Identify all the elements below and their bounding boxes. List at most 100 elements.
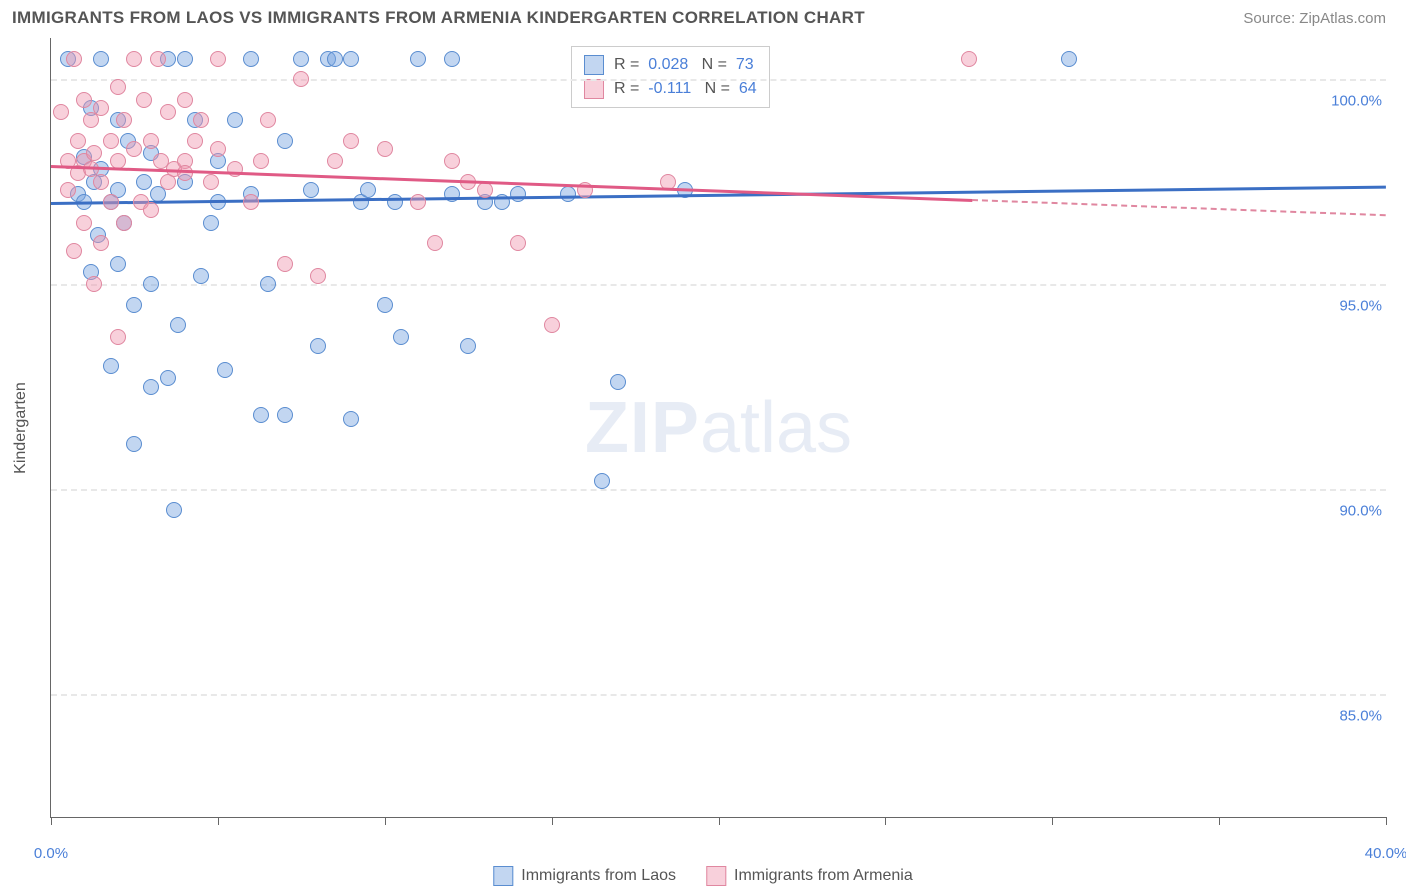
data-point	[193, 112, 209, 128]
data-point	[150, 51, 166, 67]
x-tick	[1386, 817, 1387, 825]
data-point	[477, 182, 493, 198]
watermark-rest: atlas	[700, 388, 852, 468]
legend-text: R = 0.028 N = 73	[614, 56, 754, 74]
data-point	[1061, 51, 1077, 67]
data-point	[126, 51, 142, 67]
data-point	[70, 133, 86, 149]
data-point	[93, 100, 109, 116]
data-point	[203, 215, 219, 231]
data-point	[377, 297, 393, 313]
data-point	[260, 276, 276, 292]
data-point	[277, 407, 293, 423]
data-point	[310, 268, 326, 284]
gridline-h	[51, 489, 1386, 491]
x-tick	[1052, 817, 1053, 825]
data-point	[53, 104, 69, 120]
y-tick-label: 95.0%	[1339, 298, 1382, 315]
data-point	[86, 276, 102, 292]
data-point	[343, 411, 359, 427]
data-point	[243, 51, 259, 67]
data-point	[444, 51, 460, 67]
trend-line-dashed	[972, 199, 1386, 216]
legend-text: R = -0.111 N = 64	[614, 80, 757, 98]
data-point	[360, 182, 376, 198]
data-point	[160, 104, 176, 120]
data-point	[177, 92, 193, 108]
data-point	[93, 174, 109, 190]
data-point	[293, 71, 309, 87]
data-point	[377, 141, 393, 157]
x-tick	[51, 817, 52, 825]
data-point	[60, 182, 76, 198]
x-tick	[1219, 817, 1220, 825]
legend-row: R = 0.028 N = 73	[584, 53, 757, 77]
data-point	[594, 473, 610, 489]
data-point	[410, 51, 426, 67]
data-point	[143, 133, 159, 149]
legend-swatch	[584, 79, 604, 99]
gridline-h	[51, 284, 1386, 286]
legend-swatch-armenia	[706, 866, 726, 886]
data-point	[227, 112, 243, 128]
data-point	[126, 141, 142, 157]
legend-label-armenia: Immigrants from Armenia	[734, 867, 913, 885]
legend-item-laos: Immigrants from Laos	[493, 866, 676, 886]
chart-title: IMMIGRANTS FROM LAOS VS IMMIGRANTS FROM …	[12, 8, 865, 28]
data-point	[166, 502, 182, 518]
x-tick-label: 0.0%	[34, 845, 68, 862]
data-point	[76, 215, 92, 231]
data-point	[110, 79, 126, 95]
data-point	[110, 256, 126, 272]
data-point	[510, 235, 526, 251]
data-point	[327, 51, 343, 67]
data-point	[277, 256, 293, 272]
data-point	[460, 338, 476, 354]
x-tick	[719, 817, 720, 825]
gridline-h	[51, 694, 1386, 696]
data-point	[116, 112, 132, 128]
data-point	[210, 51, 226, 67]
series-legend: Immigrants from Laos Immigrants from Arm…	[493, 866, 912, 886]
data-point	[170, 317, 186, 333]
y-axis-label: Kindergarten	[12, 382, 30, 474]
data-point	[393, 329, 409, 345]
data-point	[227, 161, 243, 177]
y-tick-label: 100.0%	[1331, 93, 1382, 110]
data-point	[126, 436, 142, 452]
data-point	[210, 141, 226, 157]
data-point	[116, 215, 132, 231]
data-point	[293, 51, 309, 67]
data-point	[76, 92, 92, 108]
data-point	[253, 407, 269, 423]
data-point	[103, 358, 119, 374]
correlation-legend: R = 0.028 N = 73 R = -0.111 N = 64	[571, 46, 770, 108]
data-point	[510, 186, 526, 202]
x-tick	[385, 817, 386, 825]
source-name: ZipAtlas.com	[1299, 10, 1386, 27]
watermark-bold: ZIP	[585, 388, 700, 468]
x-tick-label: 40.0%	[1365, 845, 1406, 862]
data-point	[410, 194, 426, 210]
data-point	[93, 51, 109, 67]
data-point	[143, 276, 159, 292]
source-attribution: Source: ZipAtlas.com	[1243, 10, 1386, 27]
data-point	[310, 338, 326, 354]
data-point	[303, 182, 319, 198]
data-point	[136, 92, 152, 108]
data-point	[66, 51, 82, 67]
legend-label-laos: Immigrants from Laos	[521, 867, 676, 885]
data-point	[177, 51, 193, 67]
data-point	[217, 362, 233, 378]
data-point	[444, 153, 460, 169]
data-point	[277, 133, 293, 149]
x-tick	[552, 817, 553, 825]
data-point	[66, 243, 82, 259]
scatter-chart-area: Kindergarten ZIPatlas R = 0.028 N = 73R …	[50, 38, 1386, 818]
data-point	[387, 194, 403, 210]
data-point	[103, 133, 119, 149]
data-point	[126, 297, 142, 313]
x-tick	[885, 817, 886, 825]
y-tick-label: 90.0%	[1339, 503, 1382, 520]
data-point	[203, 174, 219, 190]
